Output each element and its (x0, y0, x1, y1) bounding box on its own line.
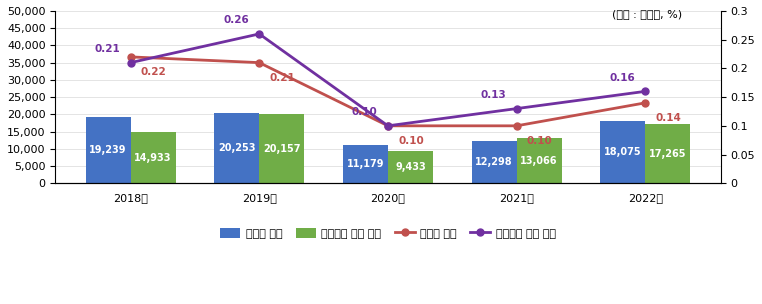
Text: 0.14: 0.14 (655, 113, 681, 123)
Text: 17,265: 17,265 (649, 149, 687, 158)
Bar (600, 121, 645, 183)
유사단체 평균 비율 (641, 90, 650, 93)
Text: 0.13: 0.13 (481, 90, 506, 100)
Text: 0.16: 0.16 (610, 73, 635, 83)
Text: 14,933: 14,933 (134, 153, 172, 163)
Text: 0.22: 0.22 (141, 67, 167, 77)
Legend: 부산시 금액, 유사단체 평균 금액, 부산시 비율, 유사단체 평균 비율: 부산시 금액, 유사단체 평균 금액, 부산시 비율, 유사단체 평균 비율 (216, 223, 560, 243)
Line: 유사단체 평균 비율: 유사단체 평균 비율 (127, 30, 648, 129)
Text: 11,179: 11,179 (347, 159, 384, 169)
부산시 비율 (512, 124, 521, 128)
Line: 부산시 비율: 부산시 비율 (127, 54, 648, 129)
유사단체 평균 비율 (255, 32, 264, 36)
부산시 비율 (641, 101, 650, 105)
부산시 비율 (126, 55, 135, 59)
Text: 0.10: 0.10 (352, 107, 378, 117)
부산시 비율 (255, 61, 264, 64)
Bar (130, 132, 175, 183)
Text: 20,253: 20,253 (218, 143, 255, 153)
Text: 20,157: 20,157 (263, 143, 300, 154)
Bar (259, 114, 304, 183)
Text: 9,433: 9,433 (395, 162, 426, 172)
Bar (472, 141, 517, 183)
유사단체 평균 비율 (383, 124, 392, 128)
유사단체 평균 비율 (126, 61, 135, 64)
Bar (388, 151, 433, 183)
Text: 13,066: 13,066 (520, 156, 558, 166)
Text: 18,075: 18,075 (604, 147, 642, 157)
유사단체 평균 비율 (512, 107, 521, 110)
Bar (343, 145, 388, 183)
Bar (214, 113, 259, 183)
Text: 0.21: 0.21 (94, 44, 120, 54)
Bar (85, 117, 130, 183)
부산시 비율 (383, 124, 392, 128)
Text: 0.10: 0.10 (527, 136, 552, 146)
Text: 0.26: 0.26 (223, 15, 249, 25)
Text: 12,298: 12,298 (475, 157, 513, 167)
Text: 0.10: 0.10 (399, 136, 424, 146)
Text: 19,239: 19,239 (89, 145, 126, 155)
Text: (단위 : 백만원, %): (단위 : 백만원, %) (612, 9, 682, 19)
Text: 0.21: 0.21 (270, 73, 296, 83)
Bar (645, 124, 690, 183)
Bar (517, 138, 562, 183)
